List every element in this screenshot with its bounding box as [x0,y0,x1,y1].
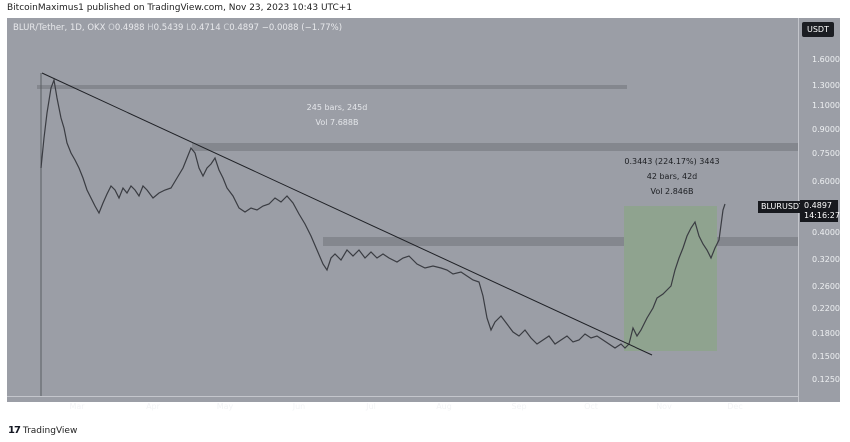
price-tick: 0.9000 [812,125,840,134]
time-tick: Mar [69,402,85,411]
chart-area[interactable]: BLUR/Tether, 1D, OKX O0.4988 H0.5439 L0.… [7,18,840,411]
resistance-zone-top [37,85,627,89]
resistance-zone-low [323,237,798,246]
time-tick: Apr [146,402,160,411]
price-tick: 0.2200 [812,304,840,313]
price-tick: 1.6000 [812,55,840,64]
price-plot[interactable] [7,18,798,396]
time-tick: Nov [656,402,672,411]
price-tick: 0.7500 [812,149,840,158]
price-tick: 0.1500 [812,352,840,361]
symbol-price-tag: BLURUSDT [758,201,807,213]
close-value: 0.4897 [229,23,260,33]
price-tick: 1.3000 [812,81,840,90]
publisher-caption: BitcoinMaximus1 published on TradingView… [7,3,353,13]
time-tick: Oct [584,402,598,411]
price-tick: 0.1800 [812,329,840,338]
time-tick: Sep [511,402,527,411]
price-tick: 0.2600 [812,282,840,291]
measure-label-long: 245 bars, 245d Vol 7.688B [306,103,368,127]
symbol-label: BLUR/Tether, 1D, OKX [13,23,106,33]
open-value: 0.4988 [114,23,145,33]
time-tick: Jul [366,402,376,411]
price-tick: 0.4000 [812,228,840,237]
measure-box [624,206,717,351]
trendline [41,72,653,356]
price-tick: 1.1000 [812,101,840,110]
high-value: 0.5439 [153,23,184,33]
candles [40,77,726,349]
price-tick: 0.6000 [812,177,840,186]
tradingview-logo-icon: 17 [8,425,21,436]
tradingview-footer: 17 TradingView [8,425,77,436]
time-tick: Aug [436,402,452,411]
time-tick: Dec [727,402,743,411]
time-axis[interactable] [7,396,798,417]
last-price-tag: 0.4897 14:16:27 [800,200,840,222]
time-tick: May [216,402,234,411]
low-value: 0.4714 [190,23,221,33]
measure-label-short: 0.3443 (224.17%) 3443 42 bars, 42d Vol 2… [624,157,720,196]
price-tick: 0.3200 [812,255,840,264]
currency-button[interactable]: USDT [802,22,834,37]
resistance-zone-mid [192,143,798,151]
bar-countdown: 14:16:27 [804,211,840,220]
change-value: −0.0088 (−1.77%) [261,23,343,33]
tradingview-wordmark: TradingView [22,425,78,436]
symbol-legend: BLUR/Tether, 1D, OKX O0.4988 H0.5439 L0.… [13,23,343,33]
time-tick: Jun [292,402,306,411]
price-tick: 0.1250 [812,375,840,384]
